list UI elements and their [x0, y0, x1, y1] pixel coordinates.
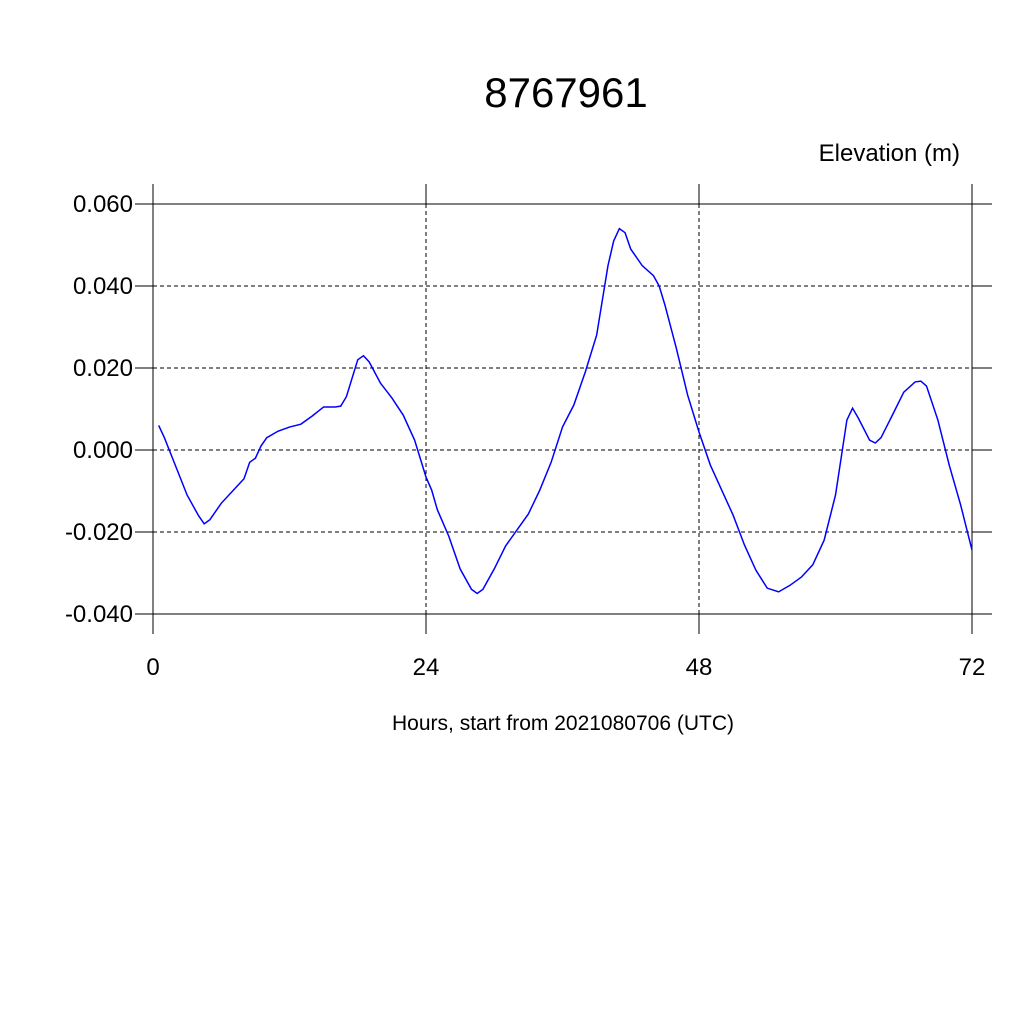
x-tick-label: 48 — [686, 654, 713, 681]
y-tick-label: 0.040 — [73, 273, 133, 300]
x-axis-label: Hours, start from 2021080706 (UTC) — [392, 712, 734, 735]
y-tick-label: -0.040 — [65, 601, 133, 628]
y-tick-label: 0.060 — [73, 191, 133, 218]
axis-unit-label: Elevation (m) — [819, 140, 960, 167]
plot-frame — [152, 203, 973, 615]
x-tick-label: 0 — [146, 654, 159, 681]
y-tick-label: -0.020 — [65, 519, 133, 546]
y-tick-label: 0.000 — [73, 437, 133, 464]
x-tick-label: 72 — [959, 654, 986, 681]
data-line — [158, 227, 973, 595]
chart-title: 8767961 — [484, 69, 648, 116]
x-tick-label: 24 — [413, 654, 440, 681]
y-tick-label: 0.020 — [73, 355, 133, 382]
